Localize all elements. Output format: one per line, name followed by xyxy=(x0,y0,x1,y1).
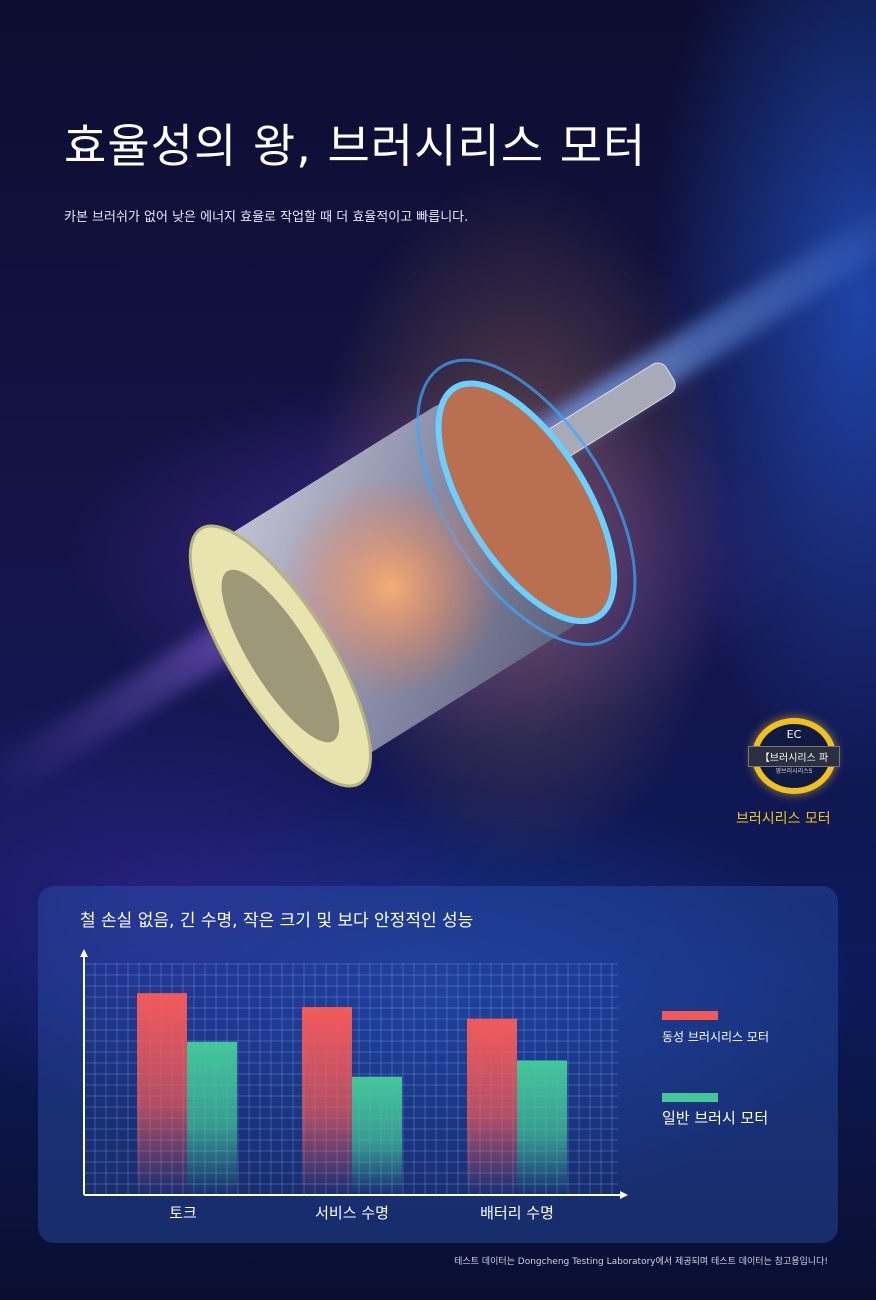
bar xyxy=(137,993,187,1195)
x-axis-arrow xyxy=(620,1191,628,1199)
bar xyxy=(352,1076,402,1195)
x-tick-label: 배터리 수명 xyxy=(480,1204,554,1222)
x-tick-label: 서비스 수명 xyxy=(315,1204,389,1222)
legend-label: 동성 브러시리스 모터 xyxy=(662,1030,769,1044)
badge-ec-text: EC xyxy=(786,728,802,741)
badge-label: 브러시리스 모터 xyxy=(736,811,831,827)
badge-band-text: 【브러시리스 파 xyxy=(748,746,840,767)
motor-illustration xyxy=(188,358,676,788)
page-subtitle: 카본 브러쉬가 없어 낮은 에너지 효율로 작업할 때 더 효율적이고 빠릅니다… xyxy=(64,210,469,225)
bar xyxy=(517,1060,567,1195)
bar xyxy=(302,1007,352,1195)
bar xyxy=(467,1018,517,1195)
x-tick-label: 토크 xyxy=(169,1204,197,1222)
legend-swatch xyxy=(662,1093,718,1102)
y-axis-arrow xyxy=(80,949,88,957)
bar xyxy=(187,1041,237,1195)
page-title: 효율성의 왕, 브러시리스 모터 xyxy=(64,119,647,173)
footer-note: 테스트 데이터는 Dongcheng Testing Laboratory에서 … xyxy=(454,1257,828,1267)
chart-title: 철 손실 없음, 긴 수명, 작은 크기 및 보다 안정적인 성능 xyxy=(80,911,474,931)
legend-swatch xyxy=(662,1011,718,1020)
legend-label: 일반 브러시 모터 xyxy=(662,1109,768,1127)
badge-small-text: 영브러시리스S xyxy=(775,768,813,775)
brushless-badge: EC 【브러시리스 파 영브러시리스S xyxy=(748,718,840,794)
